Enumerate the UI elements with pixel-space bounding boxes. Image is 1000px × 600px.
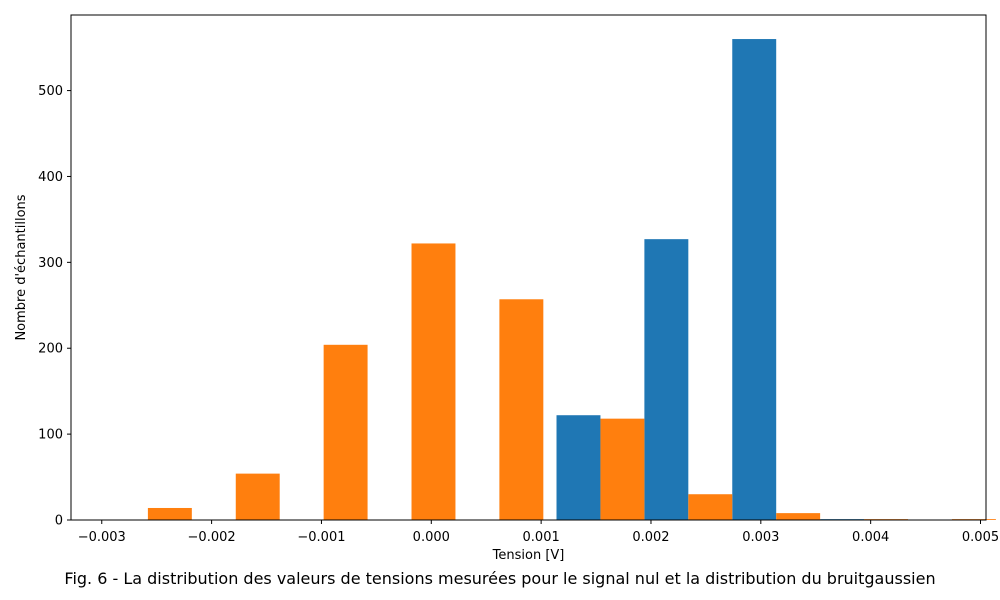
x-axis-ticks: −0.003 −0.002 −0.001 0.000 0.001 0.002 0.003 0.… <box>78 520 999 545</box>
y-tick-label: 500 <box>38 84 63 99</box>
x-tick-label: 0.005 <box>962 530 999 545</box>
x-tick-label: 0.001 <box>523 530 560 545</box>
bars-group <box>147 39 996 521</box>
y-axis-label: Nombre d'échantillons <box>14 194 29 340</box>
bar-series1-2 <box>644 239 689 521</box>
bar-series2-2 <box>235 473 280 520</box>
figure-caption: Fig. 6 - La distribution des valeurs de … <box>64 569 936 588</box>
y-tick-label: 300 <box>38 256 63 271</box>
x-tick-label: −0.002 <box>188 530 236 545</box>
bar-series1-3 <box>732 39 777 521</box>
y-tick-label: 200 <box>38 342 63 357</box>
bar-series2-8 <box>776 513 821 520</box>
x-tick-label: −0.003 <box>78 530 126 545</box>
plot-frame <box>70 14 987 521</box>
y-axis-ticks: 0 100 200 300 400 500 <box>38 84 71 529</box>
x-tick-label: 0.003 <box>742 530 779 545</box>
y-tick-label: 100 <box>38 428 63 443</box>
x-tick-label: −0.001 <box>297 530 345 545</box>
y-tick-label: 0 <box>55 514 63 529</box>
bar-series1-1 <box>556 415 601 520</box>
x-tick-label: 0.004 <box>852 530 889 545</box>
bar-series2-7 <box>688 494 733 520</box>
bar-series2-6 <box>600 418 645 520</box>
bar-series2-5 <box>499 299 544 520</box>
y-tick-label: 400 <box>38 170 63 185</box>
x-tick-label: 0.002 <box>632 530 669 545</box>
x-axis-label: Tension [V] <box>492 548 565 563</box>
bar-series2-3 <box>323 344 368 520</box>
bar-series2-1 <box>147 507 192 520</box>
bar-series2-4 <box>411 243 456 520</box>
x-tick-label: 0.000 <box>413 530 450 545</box>
